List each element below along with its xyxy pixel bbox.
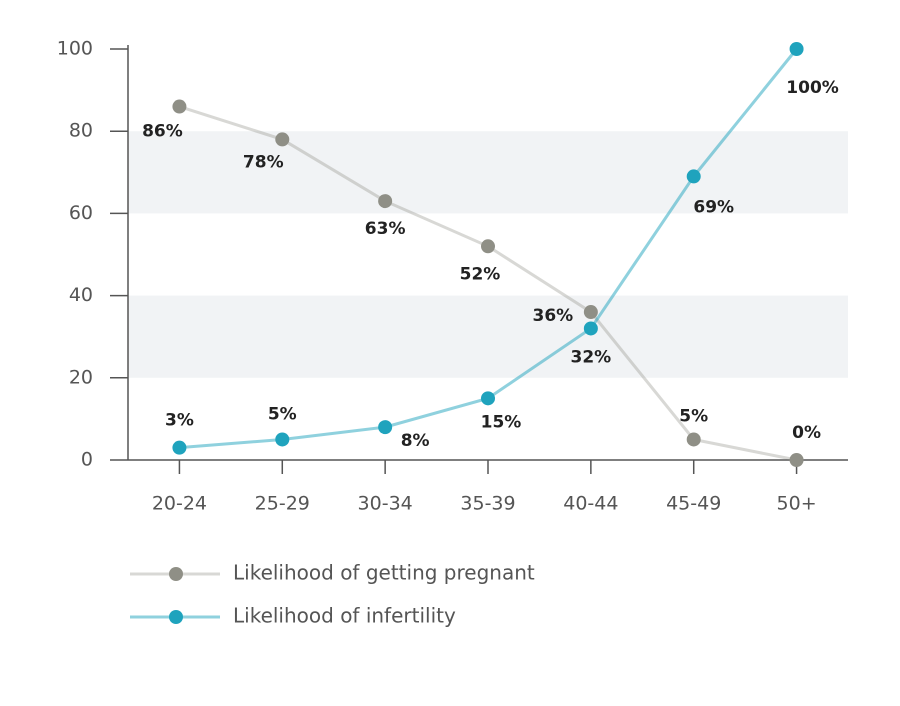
data-point (275, 132, 290, 147)
value-label: 3% (165, 411, 194, 431)
legend-label: Likelihood of infertility (233, 604, 456, 628)
value-label: 0% (792, 423, 821, 443)
data-point (378, 194, 393, 209)
x-tick-label: 20-24 (152, 493, 207, 515)
value-label: 36% (533, 306, 574, 326)
value-label: 63% (365, 219, 406, 239)
x-tick-label: 40-44 (563, 493, 618, 515)
data-point (686, 432, 701, 447)
value-label: 86% (142, 122, 183, 142)
value-label: 69% (693, 197, 734, 217)
y-tick-label: 0 (81, 449, 93, 471)
value-label: 32% (571, 347, 612, 367)
legend-marker (169, 610, 183, 624)
value-label: 78% (243, 152, 284, 172)
legend-label: Likelihood of getting pregnant (233, 561, 535, 585)
data-point (481, 391, 495, 406)
value-label: 5% (268, 404, 297, 424)
value-label: 8% (401, 431, 430, 451)
y-tick-label: 40 (69, 284, 93, 306)
data-point (481, 239, 495, 254)
data-point (172, 99, 187, 114)
value-label: 52% (460, 264, 501, 284)
data-point (789, 453, 804, 467)
data-point (789, 42, 804, 56)
y-tick-label: 80 (69, 120, 93, 142)
y-tick-label: 100 (57, 38, 93, 60)
y-tick-label: 20 (69, 366, 93, 388)
value-label: 5% (679, 406, 708, 426)
x-tick-label: 50+ (777, 493, 817, 515)
data-point (275, 432, 290, 447)
grid-band (128, 295, 848, 378)
data-point (583, 305, 598, 320)
x-tick-label: 35-39 (460, 493, 515, 515)
grid-band (128, 131, 848, 214)
legend-marker (169, 567, 183, 581)
x-tick-label: 30-34 (358, 493, 413, 515)
data-point (686, 169, 701, 184)
value-label: 100% (786, 78, 839, 98)
data-point (583, 321, 598, 336)
value-label: 15% (481, 412, 522, 432)
x-tick-label: 45-49 (666, 493, 721, 515)
x-tick-label: 25-29 (255, 493, 310, 515)
y-tick-label: 60 (69, 202, 93, 224)
data-point (378, 420, 393, 435)
data-point (172, 440, 187, 455)
